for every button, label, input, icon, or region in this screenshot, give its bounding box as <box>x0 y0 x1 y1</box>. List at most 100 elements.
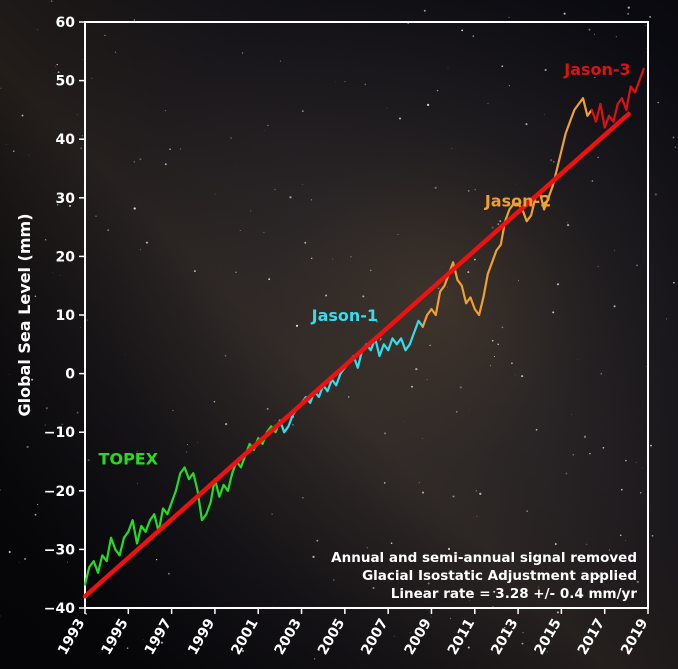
star <box>467 646 470 649</box>
y-tick-label: −10 <box>44 425 75 441</box>
star <box>57 71 60 74</box>
star <box>501 326 504 329</box>
star <box>666 318 668 320</box>
series-label-jason-3: Jason-3 <box>563 60 630 79</box>
star <box>136 451 138 452</box>
star <box>429 344 431 347</box>
star <box>235 271 237 273</box>
star <box>383 482 386 484</box>
star <box>571 413 572 415</box>
star <box>21 114 24 117</box>
star <box>591 180 594 182</box>
star <box>125 354 126 355</box>
star <box>646 48 648 50</box>
star <box>375 320 379 323</box>
star <box>434 186 437 189</box>
series-line-jason-3 <box>590 67 645 129</box>
star <box>511 362 513 365</box>
star <box>362 295 365 298</box>
star <box>493 355 496 357</box>
star <box>274 189 276 191</box>
star <box>490 600 492 602</box>
star <box>639 492 642 494</box>
y-tick-label: 0 <box>65 367 75 383</box>
star <box>302 496 304 499</box>
star <box>26 445 29 449</box>
y-tick-label: 60 <box>56 15 76 31</box>
star <box>34 513 37 516</box>
star <box>490 365 491 367</box>
star <box>18 562 20 563</box>
star <box>81 135 84 137</box>
star <box>85 613 88 615</box>
star <box>142 639 144 641</box>
star <box>494 587 495 588</box>
star <box>503 626 506 629</box>
star <box>644 25 646 27</box>
star <box>397 233 399 236</box>
star <box>316 539 319 542</box>
star <box>196 442 198 444</box>
star <box>86 319 88 321</box>
star <box>50 0 53 2</box>
star <box>431 616 433 618</box>
star <box>467 190 470 192</box>
annotation-line-1: Annual and semi-annual signal removed <box>331 550 637 566</box>
star <box>514 204 517 207</box>
star <box>608 549 610 551</box>
star <box>54 72 55 73</box>
star <box>302 184 304 185</box>
star <box>586 543 588 545</box>
star <box>583 435 587 438</box>
star <box>456 411 458 413</box>
star <box>334 81 336 82</box>
star <box>9 374 11 375</box>
star <box>437 287 440 290</box>
star <box>461 576 463 578</box>
star <box>409 632 411 634</box>
star <box>366 547 368 549</box>
star <box>310 257 313 260</box>
star <box>544 68 547 72</box>
star <box>76 114 78 116</box>
star <box>459 386 462 389</box>
star <box>565 472 568 475</box>
star <box>55 66 56 67</box>
y-tick-label: −30 <box>44 542 75 558</box>
star <box>598 594 601 597</box>
star <box>588 28 591 31</box>
star <box>76 411 79 414</box>
annotation-line-3: Linear rate = 3.28 +/- 0.4 mm/yr <box>391 586 638 602</box>
star <box>613 305 616 308</box>
star <box>594 77 596 79</box>
star <box>657 101 659 104</box>
star <box>279 60 281 62</box>
star <box>566 223 570 227</box>
star <box>627 12 630 15</box>
star <box>312 555 315 559</box>
star <box>625 459 627 462</box>
y-tick-label: 50 <box>56 74 76 90</box>
star <box>169 148 171 151</box>
star <box>80 147 82 149</box>
star <box>563 12 566 15</box>
star <box>600 373 601 375</box>
star <box>515 184 517 185</box>
star <box>421 491 425 494</box>
star <box>24 557 27 561</box>
star <box>266 407 269 410</box>
star <box>167 572 170 575</box>
star <box>423 9 426 12</box>
star <box>627 6 630 9</box>
star <box>225 423 228 426</box>
star <box>567 221 568 223</box>
star <box>386 107 388 109</box>
star <box>185 451 188 453</box>
star <box>370 574 373 577</box>
star <box>635 462 637 463</box>
star <box>526 510 528 512</box>
star <box>491 339 494 342</box>
star <box>0 615 1 617</box>
